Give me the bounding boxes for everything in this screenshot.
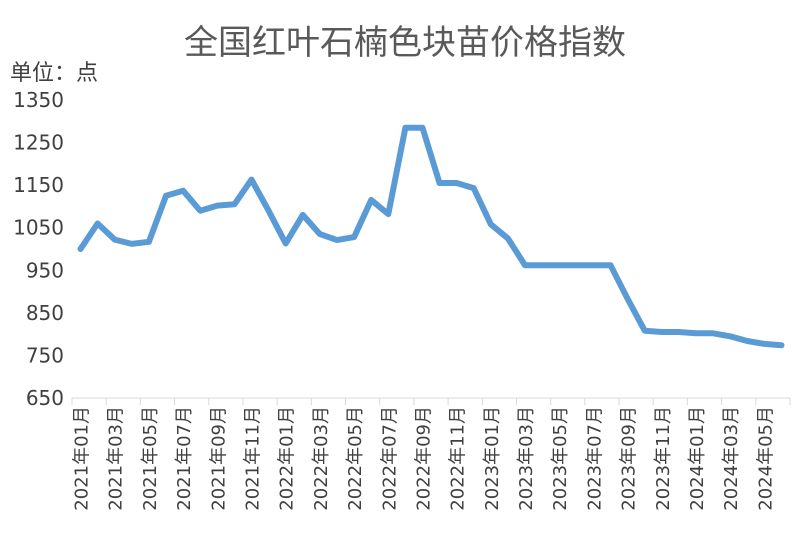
data-point [250,178,253,182]
y-tick-label: 650 [26,386,64,410]
y-tick-label: 750 [26,343,64,367]
x-tick-label: 2022年07月 [379,406,400,511]
x-tick-label: 2023年09月 [619,406,640,511]
data-point [660,330,664,334]
x-tick-label: 2021年05月 [140,406,161,511]
data-point [318,232,322,236]
plot-area [77,124,785,349]
x-tick-label: 2024年03月 [721,406,742,511]
x-tick-label: 2023年11月 [653,406,674,511]
x-tick-label: 2021年03月 [106,406,127,511]
x-tick-label: 2023年03月 [516,406,537,511]
y-tick-label: 950 [26,258,64,282]
x-tick-label: 2022年09月 [413,406,434,511]
data-point [301,213,305,217]
data-point [79,247,83,251]
data-point [643,329,647,333]
data-points [79,126,783,347]
y-tick-label: 1150 [13,173,64,197]
data-point [557,263,561,267]
data-point [591,263,595,267]
x-tick-label: 2024年01月 [687,406,708,511]
data-point [677,330,681,334]
data-point [609,263,612,267]
x-tick-label: 2021年07月 [174,406,195,511]
data-point [455,181,459,185]
x-tick-label: 2022年03月 [311,406,332,511]
data-point [147,240,151,244]
series-line [77,124,785,349]
data-point [762,342,766,346]
x-tick-label: 2023年07月 [584,406,605,511]
x-tick-label: 2021年01月 [72,406,93,511]
x-tick-label: 2021年11月 [243,406,264,511]
data-point [506,236,510,240]
data-point [96,221,100,225]
y-tick-label: 850 [26,301,64,325]
data-point [215,204,219,208]
x-tick-label: 2023年01月 [482,406,503,511]
data-point [420,126,424,130]
data-point [694,331,698,335]
data-point [113,238,117,242]
x-tick-label: 2022年05月 [345,406,366,511]
y-tick-label: 1050 [13,216,64,240]
data-point [711,331,715,335]
data-point [472,186,476,190]
data-point [335,238,339,242]
y-axis: 650 750 850 950 1050 1150 1250 1350 [13,88,64,410]
data-point [540,263,544,267]
data-point [164,194,168,198]
x-tick-label: 2021年09月 [208,406,229,511]
x-tick-label: 2022年11月 [448,406,469,511]
data-point [267,209,271,213]
data-point [403,126,407,130]
data-point [386,212,390,216]
x-tick-label: 2024年05月 [755,406,776,511]
data-point [574,263,578,267]
data-point [489,222,493,226]
data-point [232,202,236,206]
x-tick-label: 2023年05月 [550,406,571,511]
data-point [284,241,288,245]
data-point [352,235,356,239]
chart-title: 全国红叶石楠色块苗价格指数 [184,23,626,63]
data-point [130,242,134,246]
unit-label: 单位：点 [10,61,98,86]
data-point [369,198,373,202]
x-tick-label: 2022年01月 [277,406,298,511]
data-point [438,181,442,185]
y-tick-label: 1350 [13,88,64,112]
data-point [728,334,732,338]
data-point [745,339,749,343]
x-axis: 2021年01月 2021年03月 2021年05月 2021年07月 2021年09月… [71,398,791,511]
data-point [779,343,783,347]
data-point [626,297,630,301]
data-point [523,263,527,267]
data-point [181,189,185,193]
data-point [198,209,202,213]
y-tick-label: 1250 [13,131,64,155]
